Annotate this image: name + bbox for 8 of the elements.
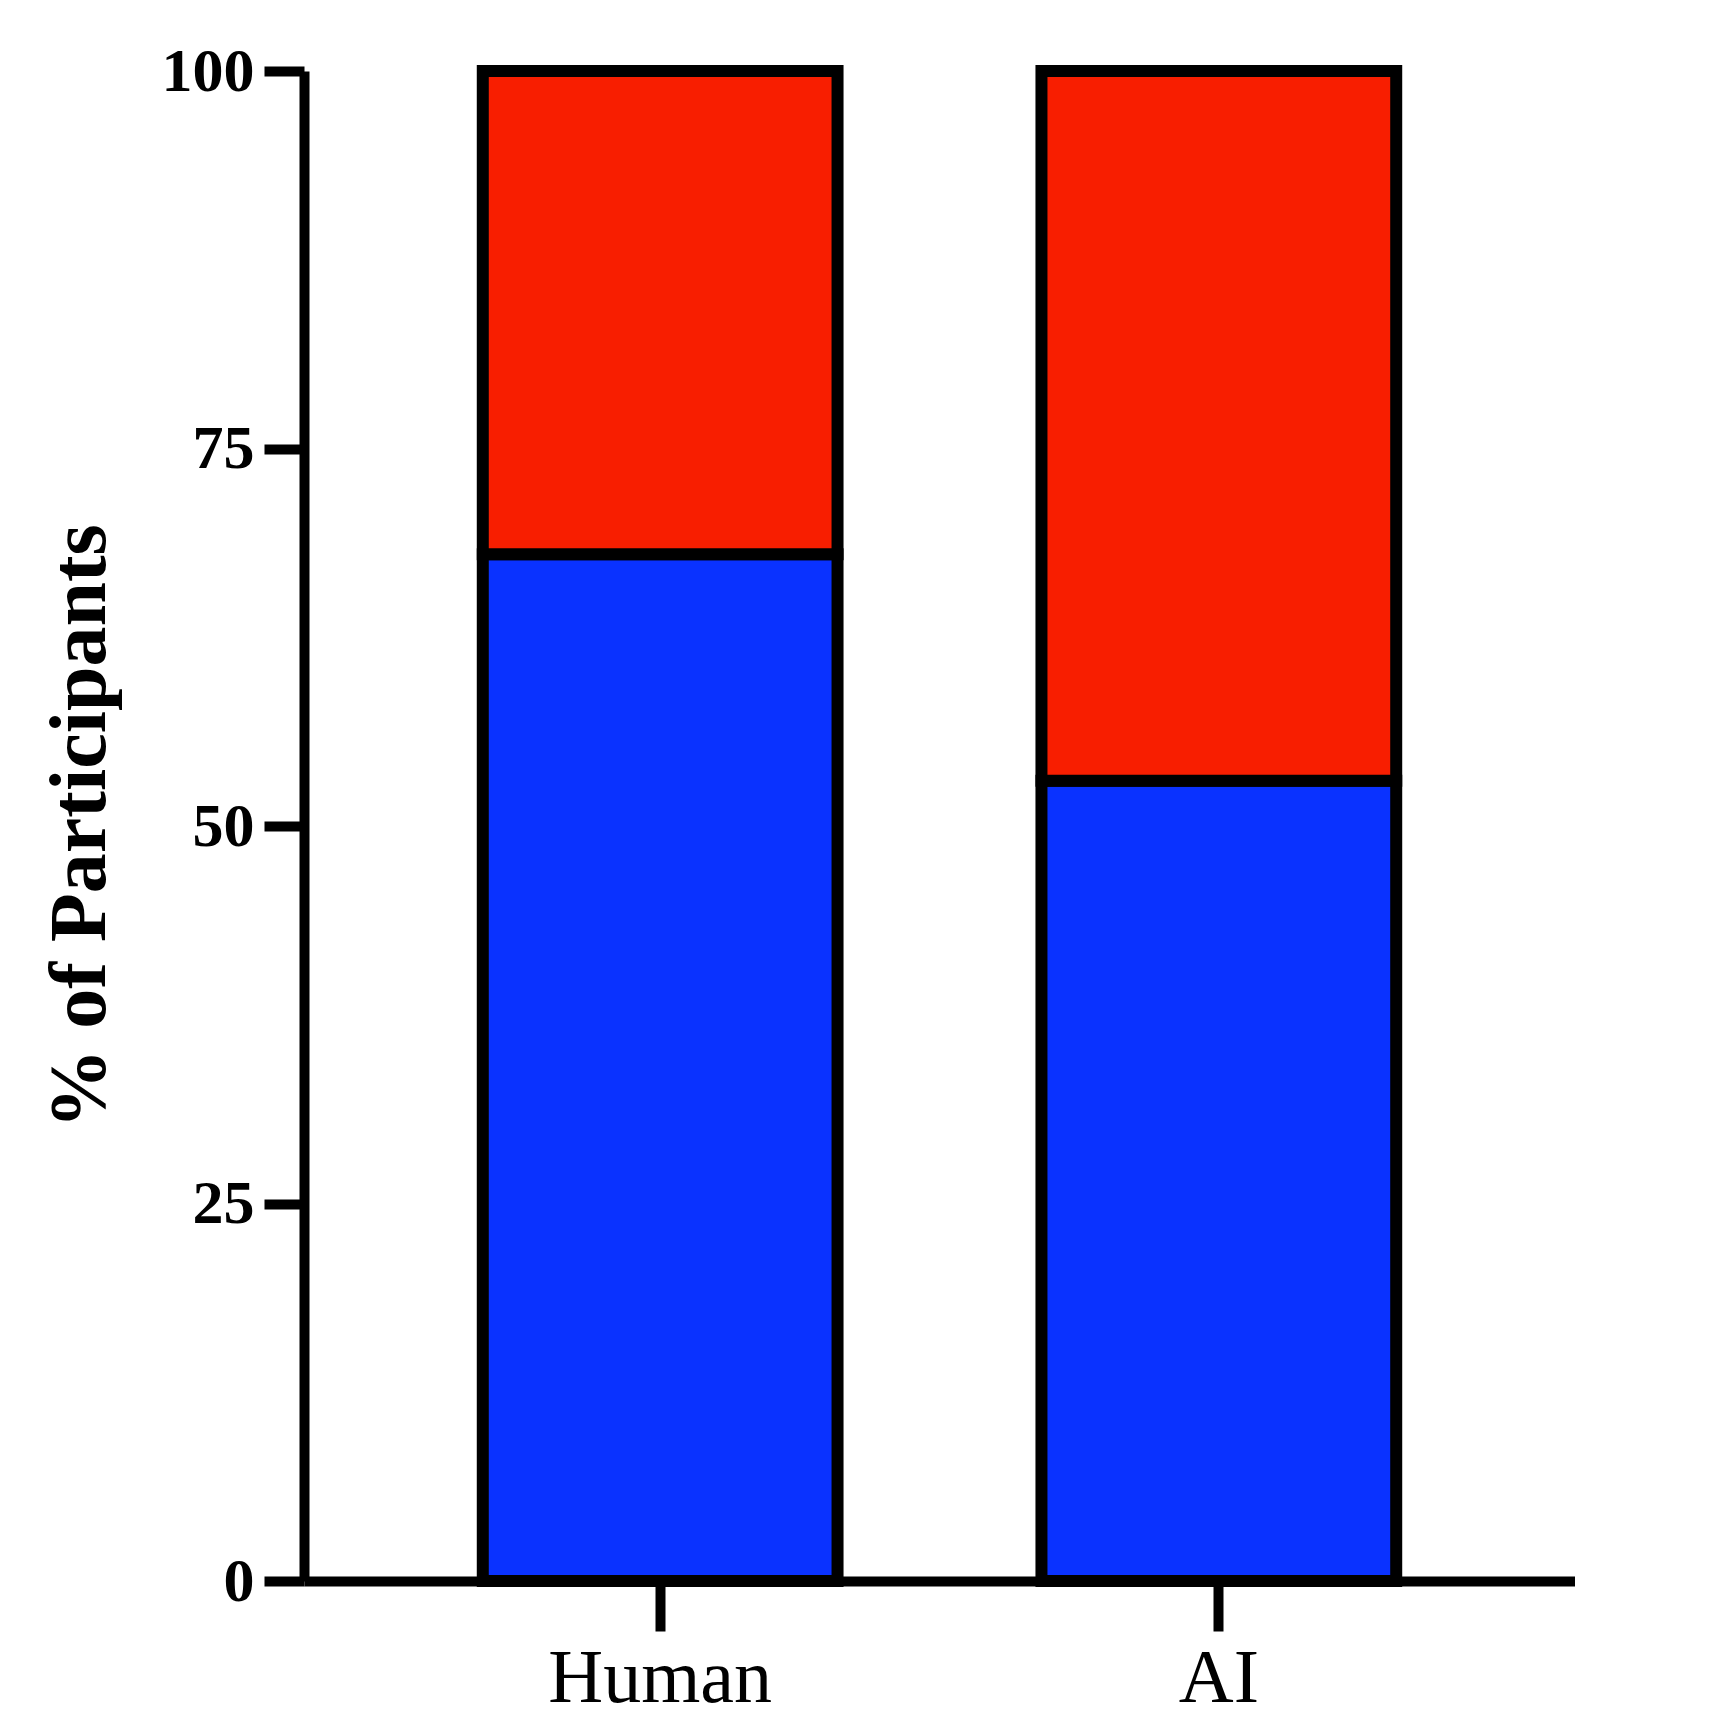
- y-tick-label: 100: [161, 35, 255, 104]
- y-tick-label: 75: [192, 413, 255, 481]
- y-tick-label: 0: [223, 1545, 255, 1614]
- x-tick-label: Human: [548, 1633, 773, 1718]
- y-tick-label: 25: [192, 1168, 255, 1236]
- x-tick-label: AI: [1178, 1633, 1259, 1718]
- y-tick-label: 50: [192, 790, 255, 859]
- y-axis-title: % of Participants: [33, 524, 122, 1129]
